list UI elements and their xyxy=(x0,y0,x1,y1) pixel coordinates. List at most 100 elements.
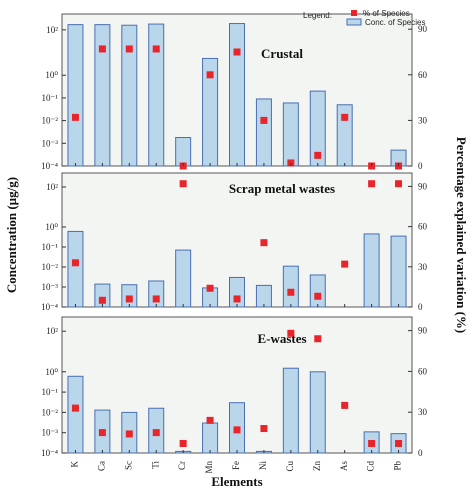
x-tick-label: Fe xyxy=(231,461,241,470)
y-tick-label: 10⁻¹ xyxy=(42,242,59,252)
y-tick-label: 10⁰ xyxy=(45,222,58,232)
y2-tick-label: 90 xyxy=(418,181,428,191)
x-tick-label: Mn xyxy=(204,461,214,474)
bar-cu xyxy=(282,102,299,167)
y2-tick-label: 0 xyxy=(418,448,423,458)
marker-fe xyxy=(233,426,241,434)
bar-ti xyxy=(148,280,165,308)
bar-pb xyxy=(390,235,407,308)
marker-pb xyxy=(395,439,403,447)
marker-k xyxy=(71,259,79,267)
bar-ti xyxy=(148,23,165,167)
marker-ca xyxy=(98,45,106,53)
legend-label-percent: % of Species xyxy=(363,9,410,18)
legend-marker-conc xyxy=(346,18,362,26)
y-tick-label: 10⁻¹ xyxy=(42,93,59,103)
y-tick-label: 10⁻³ xyxy=(42,282,59,292)
y-tick-label: 10⁰ xyxy=(45,70,58,80)
marker-ti xyxy=(152,295,160,303)
marker-sc xyxy=(125,45,133,53)
bar-ni xyxy=(255,98,272,167)
y-tick-label: 10² xyxy=(46,326,58,336)
y2-tick-label: 30 xyxy=(418,115,428,125)
marker-cd xyxy=(368,439,376,447)
y2-tick-label: 0 xyxy=(418,161,423,171)
marker-pb xyxy=(395,180,403,188)
y2-axis-label: Percentage explained variation (%) xyxy=(454,137,469,334)
bar-ni xyxy=(255,284,272,308)
marker-as xyxy=(341,260,349,268)
marker-fe xyxy=(233,48,241,56)
marker-mn xyxy=(206,284,214,292)
bar-zn xyxy=(309,371,326,454)
marker-k xyxy=(71,113,79,121)
marker-cu xyxy=(287,159,295,167)
y2-tick-label: 60 xyxy=(418,366,428,376)
y2-tick-label: 90 xyxy=(418,326,428,336)
x-tick-label: Cr xyxy=(177,461,187,470)
x-axis-label: Elements xyxy=(211,474,262,488)
marker-fe xyxy=(233,295,241,303)
marker-ni xyxy=(260,239,268,247)
y-tick-label: 10² xyxy=(46,25,58,35)
marker-ni xyxy=(260,425,268,433)
y2-tick-label: 30 xyxy=(418,262,428,272)
y-tick-label: 10⁻⁴ xyxy=(41,302,58,312)
x-tick-label: Ti xyxy=(150,461,160,469)
marker-mn xyxy=(206,416,214,424)
bar-cr xyxy=(175,137,192,167)
x-tick-label: Zn xyxy=(312,461,322,471)
y2-tick-label: 60 xyxy=(418,70,428,80)
y2-tick-label: 60 xyxy=(418,222,428,232)
marker-ni xyxy=(260,116,268,124)
x-tick-label: As xyxy=(339,461,349,471)
x-tick-label: Sc xyxy=(123,461,133,470)
marker-ti xyxy=(152,45,160,53)
marker-zn xyxy=(314,292,322,300)
bar-fe xyxy=(229,276,245,308)
bar-k xyxy=(67,375,84,454)
bar-cu xyxy=(282,265,299,308)
panel-frame xyxy=(61,172,413,308)
marker-sc xyxy=(125,430,133,438)
legend-label-conc: Conc. of Species xyxy=(365,18,425,27)
bar-cr xyxy=(175,249,192,308)
marker-cu xyxy=(287,288,295,296)
x-tick-label: Cd xyxy=(366,461,376,472)
y-tick-label: 10² xyxy=(46,182,58,192)
marker-sc xyxy=(125,295,133,303)
marker-cr xyxy=(179,180,187,188)
x-tick-label: Ca xyxy=(96,461,106,471)
y-tick-label: 10⁻² xyxy=(42,262,59,272)
bar-k xyxy=(67,230,84,308)
x-tick-label: Cu xyxy=(285,461,295,472)
marker-zn xyxy=(314,335,322,343)
bar-k xyxy=(67,24,84,167)
marker-as xyxy=(341,401,349,409)
y-tick-label: 10⁻³ xyxy=(42,428,59,438)
y-tick-label: 10⁻⁴ xyxy=(41,161,58,171)
marker-k xyxy=(71,404,79,412)
y-tick-label: 10⁻⁴ xyxy=(41,448,58,458)
y2-tick-label: 90 xyxy=(418,24,428,34)
marker-ti xyxy=(152,429,160,437)
x-tick-label: Ni xyxy=(258,461,268,470)
legend-marker-percent xyxy=(351,10,357,16)
marker-zn xyxy=(314,151,322,159)
y2-tick-label: 30 xyxy=(418,407,428,417)
bar-fe xyxy=(229,23,245,167)
bar-mn xyxy=(202,422,219,454)
panel-title: Crustal xyxy=(261,46,303,61)
x-tick-label: K xyxy=(70,461,80,468)
y-tick-label: 10⁻¹ xyxy=(42,387,59,397)
y-tick-label: 10⁻² xyxy=(42,407,59,417)
marker-as xyxy=(341,113,349,121)
marker-ca xyxy=(98,296,106,304)
marker-cr xyxy=(179,439,187,447)
y-tick-label: 10⁰ xyxy=(45,367,58,377)
marker-mn xyxy=(206,71,214,79)
panel-title: Scrap metal wastes xyxy=(229,181,335,196)
legend-title: Legend: xyxy=(303,11,332,20)
bar-cu xyxy=(282,367,299,454)
